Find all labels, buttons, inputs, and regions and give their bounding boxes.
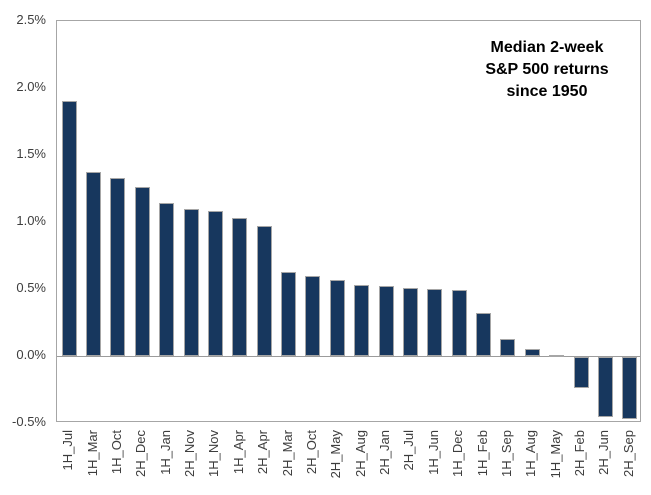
- bar-1H_Sep: [500, 339, 515, 356]
- x-tick-label: 2H_Jan: [377, 430, 392, 475]
- y-tick-label: 0.5%: [16, 280, 46, 295]
- x-tick-label: 1H_Feb: [475, 430, 490, 477]
- bar-2H_Jul: [403, 288, 418, 356]
- x-tick-label: 2H_Oct: [304, 430, 319, 475]
- x-tick-label: 1H_Jan: [158, 430, 173, 475]
- bar-1H_Jun: [427, 289, 442, 356]
- bar-2H_Aug: [354, 285, 369, 356]
- x-tick-label: 2H_Feb: [572, 430, 587, 477]
- bar-1H_Nov: [208, 211, 223, 356]
- y-tick-label: 1.5%: [16, 146, 46, 161]
- y-tick-label: 2.5%: [16, 12, 46, 27]
- x-tick-label: 2H_May: [328, 430, 343, 479]
- bar-1H_May: [549, 355, 564, 357]
- bar-2H_Feb: [574, 357, 589, 388]
- bar-2H_Jun: [598, 357, 613, 417]
- x-tick-label: 2H_Sep: [621, 430, 636, 477]
- bar-1H_Mar: [86, 172, 101, 356]
- bar-2H_Jan: [379, 286, 394, 356]
- bar-2H_Oct: [305, 276, 320, 356]
- zero-line: [57, 356, 640, 357]
- bar-1H_Jan: [159, 203, 174, 356]
- x-tick-label: 1H_Sep: [499, 430, 514, 477]
- x-tick-label: 1H_Oct: [109, 430, 124, 475]
- bar-2H_Dec: [135, 187, 150, 356]
- bar-2H_Sep: [622, 357, 637, 419]
- x-tick-label: 1H_Mar: [85, 430, 100, 477]
- x-tick-label: 2H_Apr: [255, 430, 270, 475]
- x-tick-label: 1H_May: [548, 430, 563, 479]
- bar-2H_May: [330, 280, 345, 356]
- bar-1H_Aug: [525, 349, 540, 356]
- x-tick-label: 2H_Dec: [133, 430, 148, 477]
- y-axis: 2.5% 2.0% 1.5% 1.0% 0.5% 0.0% -0.5%: [0, 0, 56, 495]
- x-tick-label: 1H_Aug: [523, 430, 538, 477]
- x-tick-label: 2H_Aug: [353, 430, 368, 477]
- x-tick-label: 1H_Jul: [60, 430, 75, 471]
- x-tick-label: 2H_Mar: [280, 430, 295, 477]
- chart-title: Median 2-week S&P 500 returns since 1950: [485, 39, 609, 100]
- x-tick-label: 2H_Jul: [401, 430, 416, 471]
- y-tick-label: 1.0%: [16, 213, 46, 228]
- y-tick-label: 0.0%: [16, 347, 46, 362]
- x-tick-label: 1H_Jun: [426, 430, 441, 475]
- x-tick-label: 1H_Apr: [231, 430, 246, 475]
- y-tick-label: -0.5%: [12, 414, 46, 429]
- bar-2H_Mar: [281, 272, 296, 356]
- bar-1H_Feb: [476, 313, 491, 356]
- x-tick-label: 2H_Nov: [182, 430, 197, 477]
- y-tick-label: 2.0%: [16, 79, 46, 94]
- x-tick-label: 1H_Nov: [206, 430, 221, 477]
- x-tick-label: 1H_Dec: [450, 430, 465, 477]
- bar-1H_Oct: [110, 178, 125, 356]
- bar-1H_Apr: [232, 218, 247, 356]
- bar-2H_Apr: [257, 226, 272, 356]
- bar-1H_Dec: [452, 290, 467, 356]
- plot-area: Median 2-week S&P 500 returns since 1950: [56, 20, 641, 422]
- x-tick-label: 2H_Jun: [596, 430, 611, 475]
- bar-1H_Jul: [62, 101, 77, 356]
- bar-2H_Nov: [184, 209, 199, 356]
